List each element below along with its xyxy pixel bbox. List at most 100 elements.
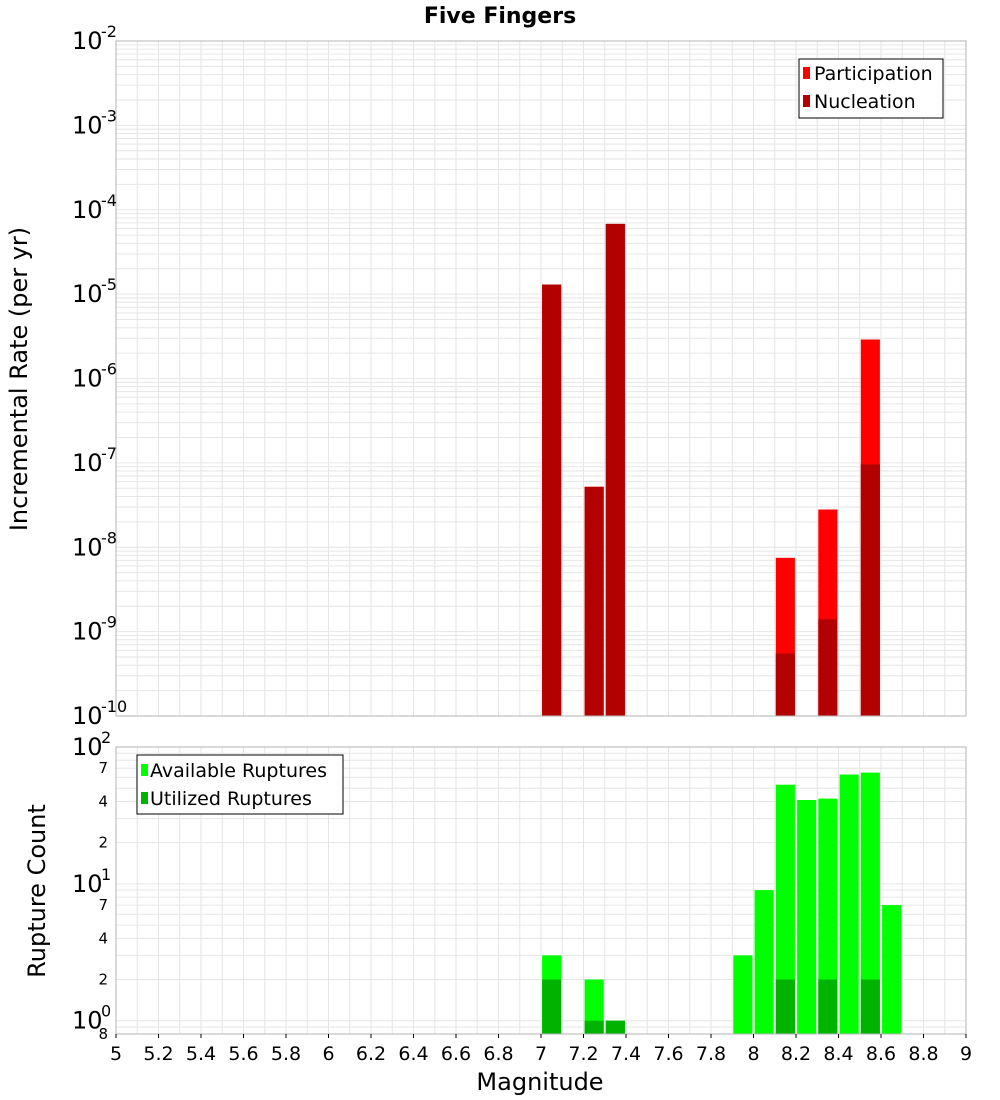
available-legend-swatch	[141, 764, 148, 776]
nucleation-bar	[818, 619, 838, 716]
top-y-tick-label: 10-5	[72, 275, 117, 308]
top-y-tick-label: 10-7	[72, 444, 117, 477]
utilized-ruptures-bar	[605, 1020, 625, 1034]
x-tick-label: 8.6	[866, 1043, 896, 1065]
bottom-legend: Available Ruptures Utilized Ruptures	[136, 754, 344, 815]
top-plot-frame	[115, 40, 967, 717]
bottom-y-tick-label: 102	[72, 728, 111, 761]
x-tick-label: 5.8	[271, 1043, 301, 1065]
tick-exponent: 1	[101, 865, 111, 884]
top-plot-grid	[115, 41, 967, 717]
x-tick-label: 8.2	[781, 1043, 811, 1065]
x-tick-label: 6.4	[398, 1043, 428, 1065]
utilized-ruptures-bar	[860, 979, 880, 1034]
top-y-axis-label: Incremental Rate (per yr)	[5, 227, 33, 531]
utilized-ruptures-bar	[584, 1020, 604, 1034]
top-y-tick-label: 10-6	[72, 360, 117, 393]
tick-exponent: 2	[101, 728, 111, 747]
x-tick-label: 8.4	[823, 1043, 853, 1065]
utilized-ruptures-bar	[818, 979, 838, 1034]
tick-base: 10	[72, 702, 103, 730]
available-ruptures-bar	[775, 784, 795, 1034]
bottom-y-minor-tick-label: 8	[98, 1025, 108, 1043]
x-tick-label: 7.6	[653, 1043, 683, 1065]
tick-base: 10	[72, 533, 103, 561]
x-tick-label: 6	[322, 1043, 334, 1065]
available-ruptures-bar	[754, 890, 774, 1034]
bottom-y-minor-tick-label: 2	[98, 971, 108, 989]
x-tick-label: 5	[110, 1043, 122, 1065]
top-y-tick-label: 10-3	[72, 106, 117, 139]
top-y-tick-label: 10-8	[72, 528, 117, 561]
nucleation-legend-swatch	[803, 95, 810, 107]
bottom-y-minor-tick-label: 7	[98, 759, 108, 777]
bottom-y-minor-tick-label: 7	[98, 896, 108, 914]
tick-base: 10	[72, 111, 103, 139]
x-tick-label: 6.2	[356, 1043, 386, 1065]
bottom-y-minor-tick-label: 4	[98, 792, 108, 810]
x-tick-label: 7.2	[568, 1043, 598, 1065]
top-plot-bars	[542, 223, 880, 716]
tick-base: 10	[72, 733, 103, 761]
utilized-legend-swatch	[141, 792, 148, 804]
available-ruptures-bar	[882, 905, 902, 1034]
tick-exponent: -3	[101, 106, 117, 125]
x-tick-label: 6.6	[441, 1043, 471, 1065]
x-tick-label: 5.4	[186, 1043, 216, 1065]
bottom-y-minor-tick-label: 2	[98, 834, 108, 852]
x-tick-label: 9	[960, 1043, 972, 1065]
available-ruptures-bar	[584, 979, 604, 1034]
tick-base: 10	[72, 449, 103, 477]
available-ruptures-bar	[860, 772, 880, 1034]
tick-exponent: -4	[101, 191, 117, 210]
participation-legend-label: Participation	[814, 63, 933, 85]
bottom-legend-box	[136, 754, 344, 815]
x-tick-label: 7	[535, 1043, 547, 1065]
utilized-ruptures-bar	[542, 979, 562, 1034]
x-tick-label: 6.8	[483, 1043, 513, 1065]
nucleation-bar	[775, 653, 795, 716]
available-ruptures-bar	[839, 774, 859, 1034]
x-tick-label: 8.8	[908, 1043, 938, 1065]
available-ruptures-bar	[818, 798, 838, 1034]
tick-base: 10	[72, 870, 103, 898]
participation-legend-swatch	[803, 67, 810, 79]
x-tick-label: 7.8	[696, 1043, 726, 1065]
available-ruptures-bar	[733, 955, 753, 1034]
x-tick-label: 7.4	[611, 1043, 641, 1065]
bottom-y-tick-label: 101	[72, 865, 111, 898]
nucleation-legend-label: Nucleation	[814, 91, 916, 113]
tick-base: 10	[72, 280, 103, 308]
top-legend-box	[798, 58, 944, 119]
tick-exponent: -6	[101, 360, 117, 379]
tick-exponent: -10	[101, 697, 127, 716]
available-legend-label: Available Ruptures	[150, 760, 327, 782]
utilized-legend-label: Utilized Ruptures	[150, 788, 312, 810]
nucleation-bar	[860, 464, 880, 716]
tick-base: 10	[72, 618, 103, 646]
x-tick-label: 5.2	[143, 1043, 173, 1065]
top-y-tick-label: 10-4	[72, 191, 117, 224]
nucleation-bar	[542, 284, 562, 716]
tick-base: 10	[72, 27, 103, 55]
x-tick-label: 8	[747, 1043, 759, 1065]
top-legend: Participation Nucleation	[798, 58, 944, 119]
bottom-plot-bars	[542, 772, 902, 1034]
bottom-y-minor-tick-label: 4	[98, 929, 108, 947]
nucleation-bar	[605, 223, 625, 716]
tick-exponent: -9	[101, 613, 117, 632]
top-y-tick-label: 10-2	[72, 22, 117, 55]
nucleation-bar	[584, 486, 604, 716]
tick-exponent: -5	[101, 275, 117, 294]
x-axis-ticks: 5 5.2 5.4 5.6 5.8 6 6.2 6.4 6.6 6.8 7 7.2 7.4 7.6 7.8 8…	[110, 1034, 972, 1065]
bottom-y-tick-label: 100	[72, 1002, 111, 1035]
tick-exponent: -8	[101, 528, 117, 547]
tick-exponent: -2	[101, 22, 117, 41]
chart-title: Five Fingers	[424, 4, 576, 29]
top-y-tick-label: 10-9	[72, 613, 117, 646]
x-tick-label: 5.6	[228, 1043, 258, 1065]
tick-base: 10	[72, 196, 103, 224]
